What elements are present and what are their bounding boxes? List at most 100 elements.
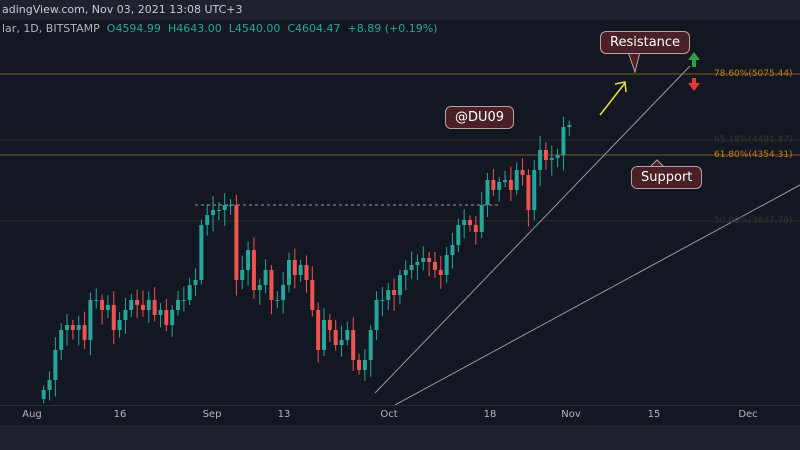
candle-body: [567, 125, 572, 128]
candle-body: [357, 359, 362, 370]
candle-body: [485, 179, 490, 206]
candle-body: [199, 225, 204, 280]
candle-body: [216, 209, 221, 211]
candle-body: [549, 157, 554, 160]
candle-body: [211, 209, 216, 216]
candle-body: [286, 259, 291, 286]
header-title: adingView.com, Nov 03, 2021 13:08 UTC+3: [0, 0, 800, 20]
candle-body: [65, 325, 70, 330]
candle-body: [158, 309, 163, 316]
x-tick: Sep: [202, 409, 222, 420]
candle-body: [403, 269, 408, 276]
candle-body: [240, 269, 245, 280]
candle-body: [345, 329, 350, 340]
candle-body: [555, 155, 560, 158]
x-tick: 13: [277, 409, 291, 420]
candle-body: [409, 265, 414, 270]
candle-body: [176, 299, 180, 310]
candle-body: [70, 325, 75, 330]
candle-body: [263, 269, 268, 286]
candle-body: [298, 265, 303, 276]
candle-body: [503, 179, 508, 182]
candle-body: [415, 262, 420, 266]
candle-body: [228, 205, 233, 207]
candle-body: [526, 175, 531, 210]
yellow-arrow-icon: [599, 81, 627, 116]
candle-body: [561, 127, 566, 156]
candle-body: [41, 389, 46, 399]
down-arrow-icon: [688, 78, 700, 91]
candle-body: [123, 309, 128, 320]
candle-body: [316, 309, 321, 350]
candle-body: [386, 289, 391, 300]
x-tick: Aug: [22, 409, 42, 420]
candle-body: [76, 325, 81, 330]
candle-body: [462, 219, 467, 226]
candle-body: [181, 299, 186, 301]
candle-body: [304, 265, 309, 280]
candle-body: [82, 325, 87, 340]
fib-50-label: 50.00%(3847.79): [714, 216, 793, 226]
close-value: C4604.47: [287, 22, 341, 35]
x-tick: Nov: [561, 409, 581, 420]
fib-786-label: 78.60%(5075.44): [714, 69, 793, 79]
candle-body: [432, 262, 437, 270]
support-label: Support: [631, 166, 703, 189]
x-tick: 15: [647, 409, 661, 420]
candle-body: [59, 329, 64, 350]
symbol-info: lar, 1D, BITSTAMP: [2, 22, 100, 35]
candle-body: [327, 319, 332, 330]
candle-body: [105, 304, 110, 310]
candle-body: [497, 182, 502, 190]
candle-body: [246, 250, 251, 270]
candle-body: [187, 285, 192, 300]
candle-body: [339, 339, 344, 346]
candle-body: [368, 329, 373, 360]
candle-body: [269, 269, 274, 300]
candle-body: [380, 299, 385, 301]
candle-body: [392, 289, 397, 296]
resistance-pointer: [627, 51, 641, 74]
candle-body: [234, 205, 239, 280]
ohlc-legend: lar, 1D, BITSTAMP O4594.99 H4643.00 L454…: [2, 22, 437, 35]
candle-body: [170, 309, 175, 326]
candle-body: [514, 169, 519, 190]
candle-body: [532, 169, 537, 210]
candle-body: [421, 257, 426, 262]
candle-body: [111, 304, 116, 330]
support-trendline[interactable]: [374, 65, 691, 394]
candle-body: [397, 275, 402, 296]
candle-body: [538, 149, 543, 170]
candle-body: [205, 215, 210, 226]
candle-body: [129, 299, 134, 310]
candle-body: [100, 299, 105, 310]
candle-body: [322, 319, 326, 350]
candle-body: [362, 359, 367, 370]
candle-body: [444, 255, 449, 276]
candle-body: [468, 219, 472, 226]
candle-body: [152, 299, 157, 316]
candles: [41, 116, 572, 404]
fib-65-label: 65.18%(4491.87): [714, 135, 793, 145]
candle-body: [351, 329, 356, 360]
candle-body: [257, 285, 262, 290]
bottom-bar: [0, 425, 800, 450]
x-tick: 18: [483, 409, 497, 420]
candle-body: [456, 225, 461, 246]
price-chart[interactable]: [0, 0, 800, 405]
candle-body: [508, 179, 513, 190]
candle-body: [88, 299, 93, 340]
candle-body: [135, 299, 140, 305]
x-tick: Dec: [738, 409, 758, 420]
candle-body: [427, 257, 432, 262]
time-axis[interactable]: Aug 16 Sep 13 Oct 18 Nov 15 Dec: [0, 405, 800, 426]
up-arrow-icon: [688, 52, 700, 67]
candle-body: [222, 205, 227, 210]
candle-body: [117, 319, 122, 330]
x-tick: 16: [113, 409, 127, 420]
candle-body: [479, 205, 484, 232]
candle-body: [164, 309, 169, 326]
lower-trendline[interactable]: [394, 184, 800, 405]
candle-body: [47, 379, 52, 390]
candle-body: [438, 269, 443, 276]
